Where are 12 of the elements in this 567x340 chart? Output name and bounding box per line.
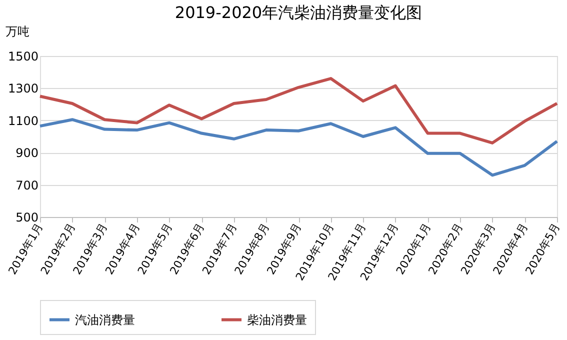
y-axis-title: 万吨: [6, 24, 30, 38]
y-tick-label: 900: [16, 146, 38, 160]
chart-title: 2019-2020年汽柴油消费量变化图: [174, 3, 422, 22]
legend-label: 柴油消费量: [247, 312, 307, 327]
line-series: [38, 77, 558, 144]
legend-label: 汽油消费量: [75, 312, 135, 327]
y-tick-label: 1100: [8, 114, 38, 128]
y-tick-label: 1500: [8, 50, 38, 64]
y-tick-label: 700: [16, 178, 38, 192]
y-tick-label: 500: [16, 210, 38, 224]
y-tick-label: 1300: [8, 82, 38, 96]
line-series: [38, 118, 558, 177]
